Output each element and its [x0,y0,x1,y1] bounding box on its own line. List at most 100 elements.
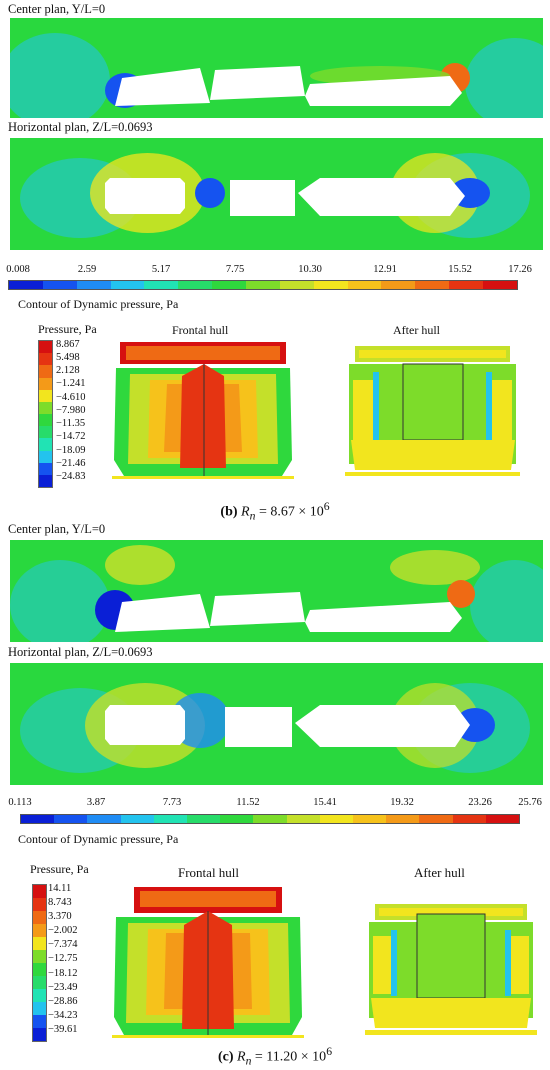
colorbar-tick: 0.113 [8,797,32,808]
colorbar-swatch [381,281,416,289]
legend-swatch [39,365,52,378]
pressure-legend-values: 8.867 5.498 2.128 −1.241 −4.610 −7.980 −… [56,339,116,486]
colorbar-swatch [87,815,121,823]
caption-symbol: R [241,504,250,520]
dynamic-pressure-label: Contour of Dynamic pressure, Pa [18,297,179,311]
caption-letter: (b) [220,504,238,520]
colorbar-swatch [144,281,179,289]
caption-subscript: n [249,509,256,523]
legend-value: 3.370 [48,911,72,922]
colorbar-swatch [76,281,111,289]
colorbar-tick: 0.008 [6,264,30,275]
legend-swatch [33,950,46,963]
legend-value: −21.46 [56,458,86,469]
after-hull-contour [345,340,520,480]
legend-value: −24.83 [56,471,86,482]
caption-equation: = 8.67 × 10 [255,504,324,520]
legend-swatch [33,1002,46,1015]
colorbar-tick: 7.73 [162,797,182,808]
dynamic-pressure-label: Contour of Dynamic pressure, Pa [18,832,179,846]
colorbar-tick: 5.17 [151,264,171,275]
colorbar-swatch [279,281,314,289]
colorbar-swatch [42,281,77,289]
horizontal-hull-silhouette [105,705,470,747]
legend-swatch [33,976,46,989]
colorbar-tick: 11.52 [236,797,260,808]
horizontal-plan-title: Horizontal plan, Z/L=0.0693 [8,120,153,134]
colorbar-swatch [483,281,517,289]
legend-swatch [39,438,52,451]
colorbar-tick: 19.32 [390,797,414,808]
legend-value: −34.23 [48,1010,78,1021]
legend-swatch [33,1015,46,1028]
legend-swatch [33,885,46,898]
colorbar-swatch [419,815,453,823]
colorbar-swatch [187,815,221,823]
legend-value: 5.498 [56,352,80,363]
legend-swatch [33,937,46,950]
pressure-legend-bar [38,340,53,488]
legend-value: −14.72 [56,431,86,442]
center-hull-silhouette [115,66,462,106]
colorbar-tick: 15.41 [313,797,337,808]
colorbar-swatch [54,815,88,823]
legend-swatch [33,1028,46,1041]
colorbar-swatch [313,281,348,289]
legend-swatch [39,474,52,488]
legend-swatch [39,462,52,475]
colorbar-strip [20,814,520,824]
colorbar-swatch [415,281,450,289]
caption-subscript: n [245,1054,252,1068]
legend-value: −39.61 [48,1024,78,1035]
colorbar-swatch [220,815,254,823]
frontal-hull-label: Frontal hull [178,865,240,880]
pressure-legend-title: Pressure, Pa [30,862,89,876]
caption-symbol: R [237,1049,246,1065]
colorbar-swatch [246,281,280,289]
figure-caption-b: (b) Rn = 8.67 × 106 [0,500,550,522]
frontal-hull-contour [112,340,294,480]
colorbar-swatch [153,815,188,823]
colorbar-swatch [253,815,287,823]
colorbar-tick: 10.30 [298,264,322,275]
legend-value: −1.241 [56,378,86,389]
legend-value: −7.374 [48,939,78,950]
legend-value: −4.610 [56,392,86,403]
colorbar-swatch [449,281,484,289]
colorbar-swatch [178,281,213,289]
caption-letter: (c) [217,1049,234,1065]
center-plan-contour [10,18,543,118]
center-plan-contour [10,540,543,642]
legend-value: −12.75 [48,953,78,964]
legend-swatch [33,911,46,924]
colorbar-swatch [353,815,387,823]
figure-caption-c: (c) Rn = 11.20 × 106 [0,1045,550,1067]
legend-value: 8.743 [48,897,72,908]
pressure-legend-title: Pressure, Pa [38,322,97,336]
colorbar-tick: 17.26 [508,264,532,275]
colorbar-swatch [319,815,354,823]
horizontal-plan-contour [10,138,543,250]
legend-swatch [39,353,52,366]
legend-value: −7.980 [56,405,86,416]
legend-swatch [39,389,52,402]
after-hull-label: After hull [414,865,465,880]
horizontal-plan-contour [10,663,543,785]
colorbar-tick: 15.52 [448,264,472,275]
colorbar-swatch [386,815,420,823]
colorbar-swatch [9,281,43,289]
caption-exponent: 6 [323,500,330,513]
legend-swatch [39,414,52,427]
legend-value: −18.12 [48,968,78,979]
colorbar-strip [8,280,518,290]
legend-value: 2.128 [56,365,80,376]
colorbar-swatch [485,815,520,823]
legend-swatch [39,401,52,415]
legend-swatch [39,450,52,463]
legend-swatch [39,377,52,390]
colorbar-tick: 25.76 [518,797,542,808]
colorbar-tick: 12.91 [373,264,397,275]
colorbar-swatch [212,281,247,289]
after-hull-contour [365,900,537,1038]
legend-swatch [33,963,46,976]
